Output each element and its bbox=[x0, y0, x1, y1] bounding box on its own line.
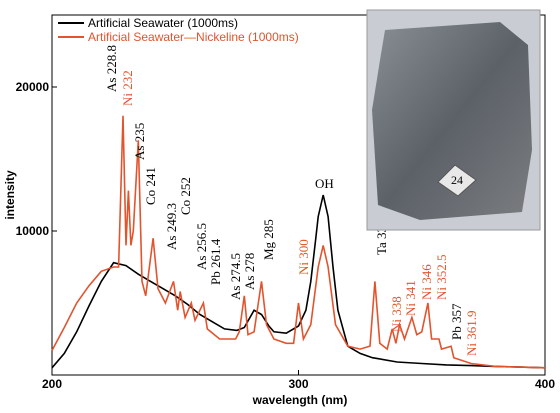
peak-annotation: As 228.8 bbox=[104, 45, 119, 92]
peak-annotation: Mg 285 bbox=[261, 219, 276, 260]
inset-label: 24 bbox=[451, 173, 463, 187]
peak-annotation: Ni 346 bbox=[419, 264, 434, 300]
peak-annotation: Ni 361.9 bbox=[464, 311, 479, 357]
peak-annotation: Co 252 bbox=[178, 177, 193, 215]
y-tick-label: 10000 bbox=[16, 224, 50, 238]
peak-annotation: Ni 338 bbox=[389, 296, 404, 332]
peak-annotation: Ni 232 bbox=[120, 70, 135, 106]
peak-annotation: Ni 341 bbox=[403, 280, 418, 316]
inset-photo: 24 bbox=[367, 10, 540, 230]
legend-label: Artificial Seawater (1000ms) bbox=[88, 16, 238, 30]
peak-annotation: Pb 261.4 bbox=[208, 238, 223, 285]
x-tick-label: 200 bbox=[42, 377, 62, 391]
peak-annotation: As 274.5 bbox=[228, 253, 243, 300]
peak-annotation: As 249.3 bbox=[164, 203, 179, 250]
peak-annotation: Pb 357 bbox=[449, 303, 464, 340]
x-tick-label: 300 bbox=[288, 377, 308, 391]
peak-annotation: As 235 bbox=[132, 123, 147, 160]
chart: 10000 20000 200 300 400 Artificial Seawater (… bbox=[0, 0, 560, 413]
y-axis-label: intensity bbox=[3, 170, 17, 220]
peak-annotation: Ni 352.5 bbox=[434, 255, 449, 301]
x-axis-label: wavelength (nm) bbox=[252, 393, 348, 407]
peak-annotation: Co 241 bbox=[143, 167, 158, 205]
legend-label: Artificial Seawater—Nickeline (1000ms) bbox=[88, 30, 299, 44]
peak-annotation: Ni 300 bbox=[296, 239, 311, 275]
peak-annotation: As 256.5 bbox=[194, 223, 209, 270]
x-tick-label: 400 bbox=[535, 377, 555, 391]
peak-annotation: As 278 bbox=[242, 253, 257, 290]
peak-annotation: OH bbox=[315, 176, 334, 191]
y-tick-label: 20000 bbox=[16, 80, 50, 94]
